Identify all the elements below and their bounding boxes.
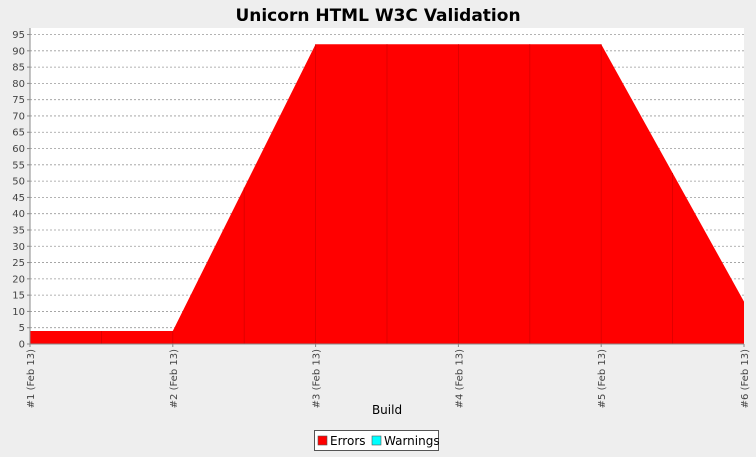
x-tick-label: #4 (Feb 13): [454, 349, 465, 408]
y-axis: 0 5 10 15 20 25 30 35 40 45 50 55 60 65 70 75 80 85 90 95: [12, 30, 30, 351]
y-tick-label: 55: [12, 160, 25, 171]
x-axis: #1 (Feb 13) #2 (Feb 13) #3 (Feb 13) #4 (Feb…: [26, 344, 751, 408]
legend-swatch-warnings: [371, 435, 382, 446]
y-tick-label: 35: [12, 225, 25, 236]
y-tick-label: 95: [12, 30, 25, 41]
legend: Errors Warnings: [314, 430, 440, 451]
y-tick-label: 0: [19, 340, 25, 351]
legend-label-errors: Errors: [330, 434, 366, 448]
y-tick-label: 25: [12, 258, 25, 269]
y-tick-label: 80: [12, 79, 25, 90]
y-tick-label: 10: [12, 307, 25, 318]
y-tick-label: 65: [12, 128, 25, 139]
y-tick-label: 70: [12, 111, 25, 122]
x-tick-label: #2 (Feb 13): [169, 349, 180, 408]
y-tick-label: 40: [12, 209, 25, 220]
y-tick-label: 85: [12, 63, 25, 74]
x-tick-label: #6 (Feb 13): [740, 349, 751, 408]
y-tick-label: 5: [19, 323, 25, 334]
y-tick-label: 60: [12, 144, 25, 155]
y-tick-label: 45: [12, 193, 25, 204]
y-tick-label: 30: [12, 242, 25, 253]
x-tick-label: #3 (Feb 13): [312, 349, 323, 408]
chart-title: Unicorn HTML W3C Validation: [235, 6, 520, 26]
x-tick-label: #1 (Feb 13): [26, 349, 37, 408]
legend-label-warnings: Warnings: [384, 434, 440, 448]
x-tick-label: #5 (Feb 13): [597, 349, 608, 408]
legend-swatch-errors: [317, 435, 328, 446]
y-tick-label: 90: [12, 46, 25, 57]
y-tick-label: 50: [12, 177, 25, 188]
y-tick-label: 75: [12, 95, 25, 106]
y-tick-label: 15: [12, 291, 25, 302]
x-axis-label: Build: [372, 403, 402, 417]
y-tick-label: 20: [12, 274, 25, 285]
series-areas: [30, 44, 744, 344]
